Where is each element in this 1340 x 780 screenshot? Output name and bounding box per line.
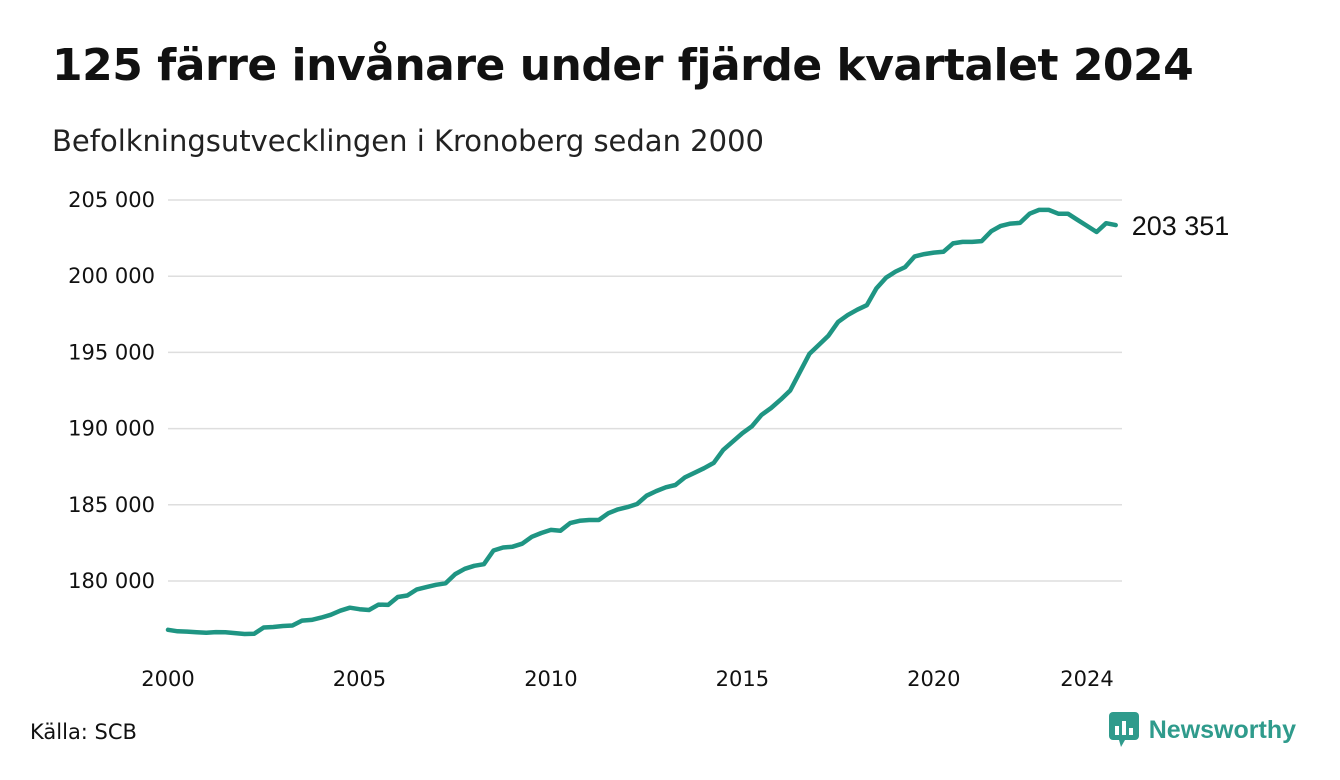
gridlines	[168, 199, 1122, 582]
x-tick-label-2024: 2024	[1060, 667, 1113, 691]
chart-subtitle: Befolkningsutvecklingen i Kronoberg seda…	[52, 124, 764, 158]
series-line	[165, 207, 1118, 637]
y-tick-label-200000: 200 000	[68, 264, 155, 288]
x-tick-label-2005: 2005	[333, 667, 386, 691]
brand-name: Newsworthy	[1148, 715, 1296, 744]
x-tick-label-2000: 2000	[141, 667, 194, 691]
x-tick-label-2020: 2020	[907, 667, 960, 691]
brand-logo: Newsworthy	[1108, 712, 1296, 748]
series-layer	[165, 207, 1118, 637]
end-value-label: 203 351	[1132, 211, 1230, 241]
y-tick-label-205000: 205 000	[68, 188, 155, 212]
y-tick-label-190000: 190 000	[68, 417, 155, 441]
y-axis: 180 000 185 000 190 000 195 000 200 000 205 0…	[68, 188, 155, 593]
annotation-layer: 203 351	[1132, 211, 1230, 241]
source-note: Källa: SCB	[30, 720, 137, 744]
chart-title: 125 färre invånare under fjärde kvartale…	[52, 40, 1194, 91]
x-tick-label-2015: 2015	[716, 667, 769, 691]
newsworthy-logo-icon	[1108, 712, 1139, 747]
y-tick-label-185000: 185 000	[68, 493, 155, 517]
y-tick-label-180000: 180 000	[68, 569, 155, 593]
y-tick-label-195000: 195 000	[68, 340, 155, 364]
x-tick-label-2010: 2010	[524, 667, 577, 691]
x-axis: 2000 2005 2010 2015 2020 2024	[141, 667, 1113, 691]
